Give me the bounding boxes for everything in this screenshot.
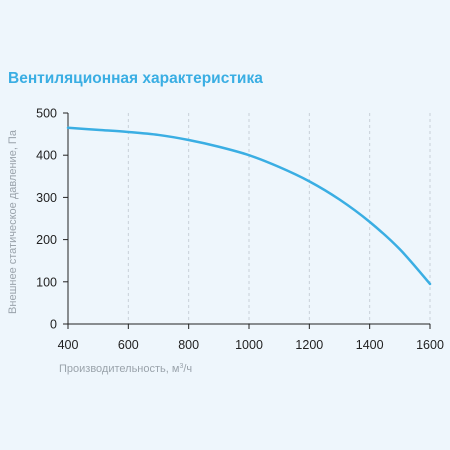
y-tick-label: 0 [50, 318, 57, 332]
x-tick-label: 1600 [416, 338, 444, 352]
chart-title: Вентиляционная характеристика [8, 70, 263, 87]
x-axis-label: Производительность, м3/ч [59, 363, 192, 375]
y-tick-label: 500 [36, 107, 57, 121]
x-tick-label: 1000 [235, 338, 263, 352]
x-tick-label: 1200 [295, 338, 323, 352]
y-tick-label: 100 [36, 275, 57, 289]
axes [63, 112, 431, 329]
y-tick-labels: 0 100 200 300 400 500 [36, 107, 57, 332]
x-tick-label: 400 [58, 338, 79, 352]
x-tick-label: 1400 [356, 338, 384, 352]
series-line [66, 126, 432, 286]
y-tick-label: 400 [36, 149, 57, 163]
grid-lines [127, 113, 431, 324]
y-tick-label: 300 [36, 191, 57, 205]
series-group [66, 126, 432, 286]
y-axis-label: Внешнее статическое давление, Па [7, 129, 19, 314]
x-axis-label-main: Производительность, м [59, 363, 179, 375]
x-axis-label-sup: 3 [179, 363, 183, 370]
x-tick-label: 800 [178, 338, 199, 352]
x-tick-labels: 400 600 800 1000 1200 1400 1600 [58, 338, 444, 352]
y-tick-label: 200 [36, 233, 57, 247]
x-tick-label: 600 [118, 338, 139, 352]
x-axis-label-tail: /ч [183, 363, 192, 375]
